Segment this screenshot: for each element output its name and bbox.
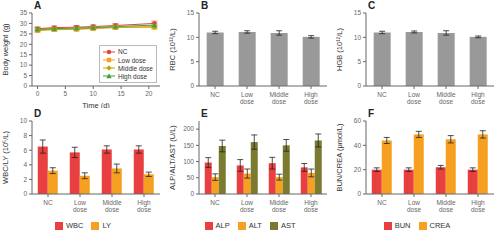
html-text:LY: LY — [102, 221, 112, 230]
svg-text:Middledose: Middledose — [269, 199, 289, 214]
html-text:Low dose: Low dose — [117, 56, 146, 64]
svg-text:8: 8 — [23, 132, 27, 139]
svg-text:15: 15 — [354, 9, 362, 16]
svg-text:20: 20 — [354, 166, 362, 173]
svg-text:Highdose: Highdose — [471, 199, 485, 214]
svg-text:30: 30 — [20, 20, 28, 27]
svg-text:Middledose: Middledose — [436, 199, 456, 214]
svg-text:Lowdose: Lowdose — [73, 199, 87, 214]
svg-text:NC: NC — [377, 199, 387, 206]
svg-text:25: 25 — [20, 30, 28, 37]
svg-text:Body weight (g): Body weight (g) — [8, 23, 10, 76]
html-text:ALT: ALT — [248, 221, 262, 230]
svg-text:0: 0 — [357, 82, 361, 89]
svg-text:Lowdose: Lowdose — [240, 91, 254, 106]
svg-text:BUN/CREA (μmol/L): BUN/CREA (μmol/L) — [335, 123, 344, 192]
svg-text:0: 0 — [23, 82, 27, 89]
svg-text:Highdose: Highdose — [304, 199, 318, 214]
svg-text:Lowdose: Lowdose — [407, 91, 421, 106]
svg-text:15: 15 — [117, 90, 125, 97]
html-text:C: C — [368, 0, 376, 11]
html-text:D: D — [34, 108, 42, 119]
svg-text:Middledose: Middledose — [436, 91, 456, 106]
svg-text:2: 2 — [23, 176, 27, 183]
svg-text:Highdose: Highdose — [137, 199, 151, 214]
svg-text:RBC (10¹²/L): RBC (10¹²/L) — [168, 28, 177, 71]
svg-text:4: 4 — [23, 161, 27, 168]
svg-text:Highdose: Highdose — [304, 91, 318, 106]
svg-text:NC: NC — [43, 199, 53, 206]
svg-text:Time (d): Time (d) — [82, 101, 110, 108]
svg-text:0: 0 — [23, 190, 27, 197]
svg-text:10: 10 — [187, 34, 195, 41]
html-text:High dose: High dose — [117, 72, 148, 80]
svg-text:50: 50 — [187, 174, 195, 181]
svg-text:10: 10 — [20, 61, 28, 68]
svg-text:5: 5 — [64, 90, 68, 97]
svg-text:60: 60 — [354, 117, 362, 124]
svg-text:5: 5 — [357, 58, 361, 65]
svg-text:NC: NC — [377, 91, 387, 98]
svg-text:NC: NC — [210, 91, 220, 98]
svg-text:0: 0 — [357, 190, 361, 197]
svg-text:10: 10 — [90, 90, 98, 97]
html-text:A: A — [34, 0, 42, 11]
svg-text:20: 20 — [145, 90, 153, 97]
svg-text:15: 15 — [20, 51, 28, 58]
svg-text:5: 5 — [190, 58, 194, 65]
svg-text:35: 35 — [20, 9, 28, 16]
svg-text:5: 5 — [23, 72, 27, 79]
svg-text:6: 6 — [23, 147, 27, 154]
svg-text:ALP/ALT/AST (U/L): ALP/ALT/AST (U/L) — [168, 125, 177, 190]
html-text:F: F — [368, 108, 375, 119]
svg-text:15: 15 — [187, 9, 195, 16]
svg-text:200: 200 — [183, 125, 194, 132]
svg-text:0: 0 — [36, 90, 40, 97]
svg-text:NC: NC — [210, 199, 220, 206]
svg-text:Middledose: Middledose — [269, 91, 289, 106]
svg-text:WBC/LY (10⁵/L): WBC/LY (10⁵/L) — [8, 131, 10, 184]
svg-text:Highdose: Highdose — [471, 91, 485, 106]
html-text:Middle dose: Middle dose — [117, 64, 153, 72]
svg-text:10: 10 — [20, 117, 28, 124]
svg-text:Lowdose: Lowdose — [240, 199, 254, 214]
html-text:NC: NC — [117, 48, 128, 56]
html-text:ALP: ALP — [215, 221, 230, 230]
html-text:B: B — [201, 0, 209, 11]
svg-text:40: 40 — [354, 142, 362, 149]
html-text:CREA: CREA — [429, 221, 451, 230]
svg-text:10: 10 — [354, 34, 362, 41]
html-text:E: E — [201, 108, 208, 119]
svg-text:Middledose: Middledose — [102, 199, 122, 214]
svg-text:100: 100 — [183, 158, 194, 165]
svg-text:0: 0 — [190, 82, 194, 89]
html-text:BUN: BUN — [394, 221, 411, 230]
html-text:WBC: WBC — [65, 221, 84, 230]
svg-text:20: 20 — [20, 41, 28, 48]
html-text:AST: AST — [280, 221, 296, 230]
svg-text:Lowdose: Lowdose — [407, 199, 421, 214]
svg-text:150: 150 — [183, 142, 194, 149]
svg-text:0: 0 — [190, 190, 194, 197]
svg-text:HGB (10¹²/L): HGB (10¹²/L) — [335, 28, 344, 71]
